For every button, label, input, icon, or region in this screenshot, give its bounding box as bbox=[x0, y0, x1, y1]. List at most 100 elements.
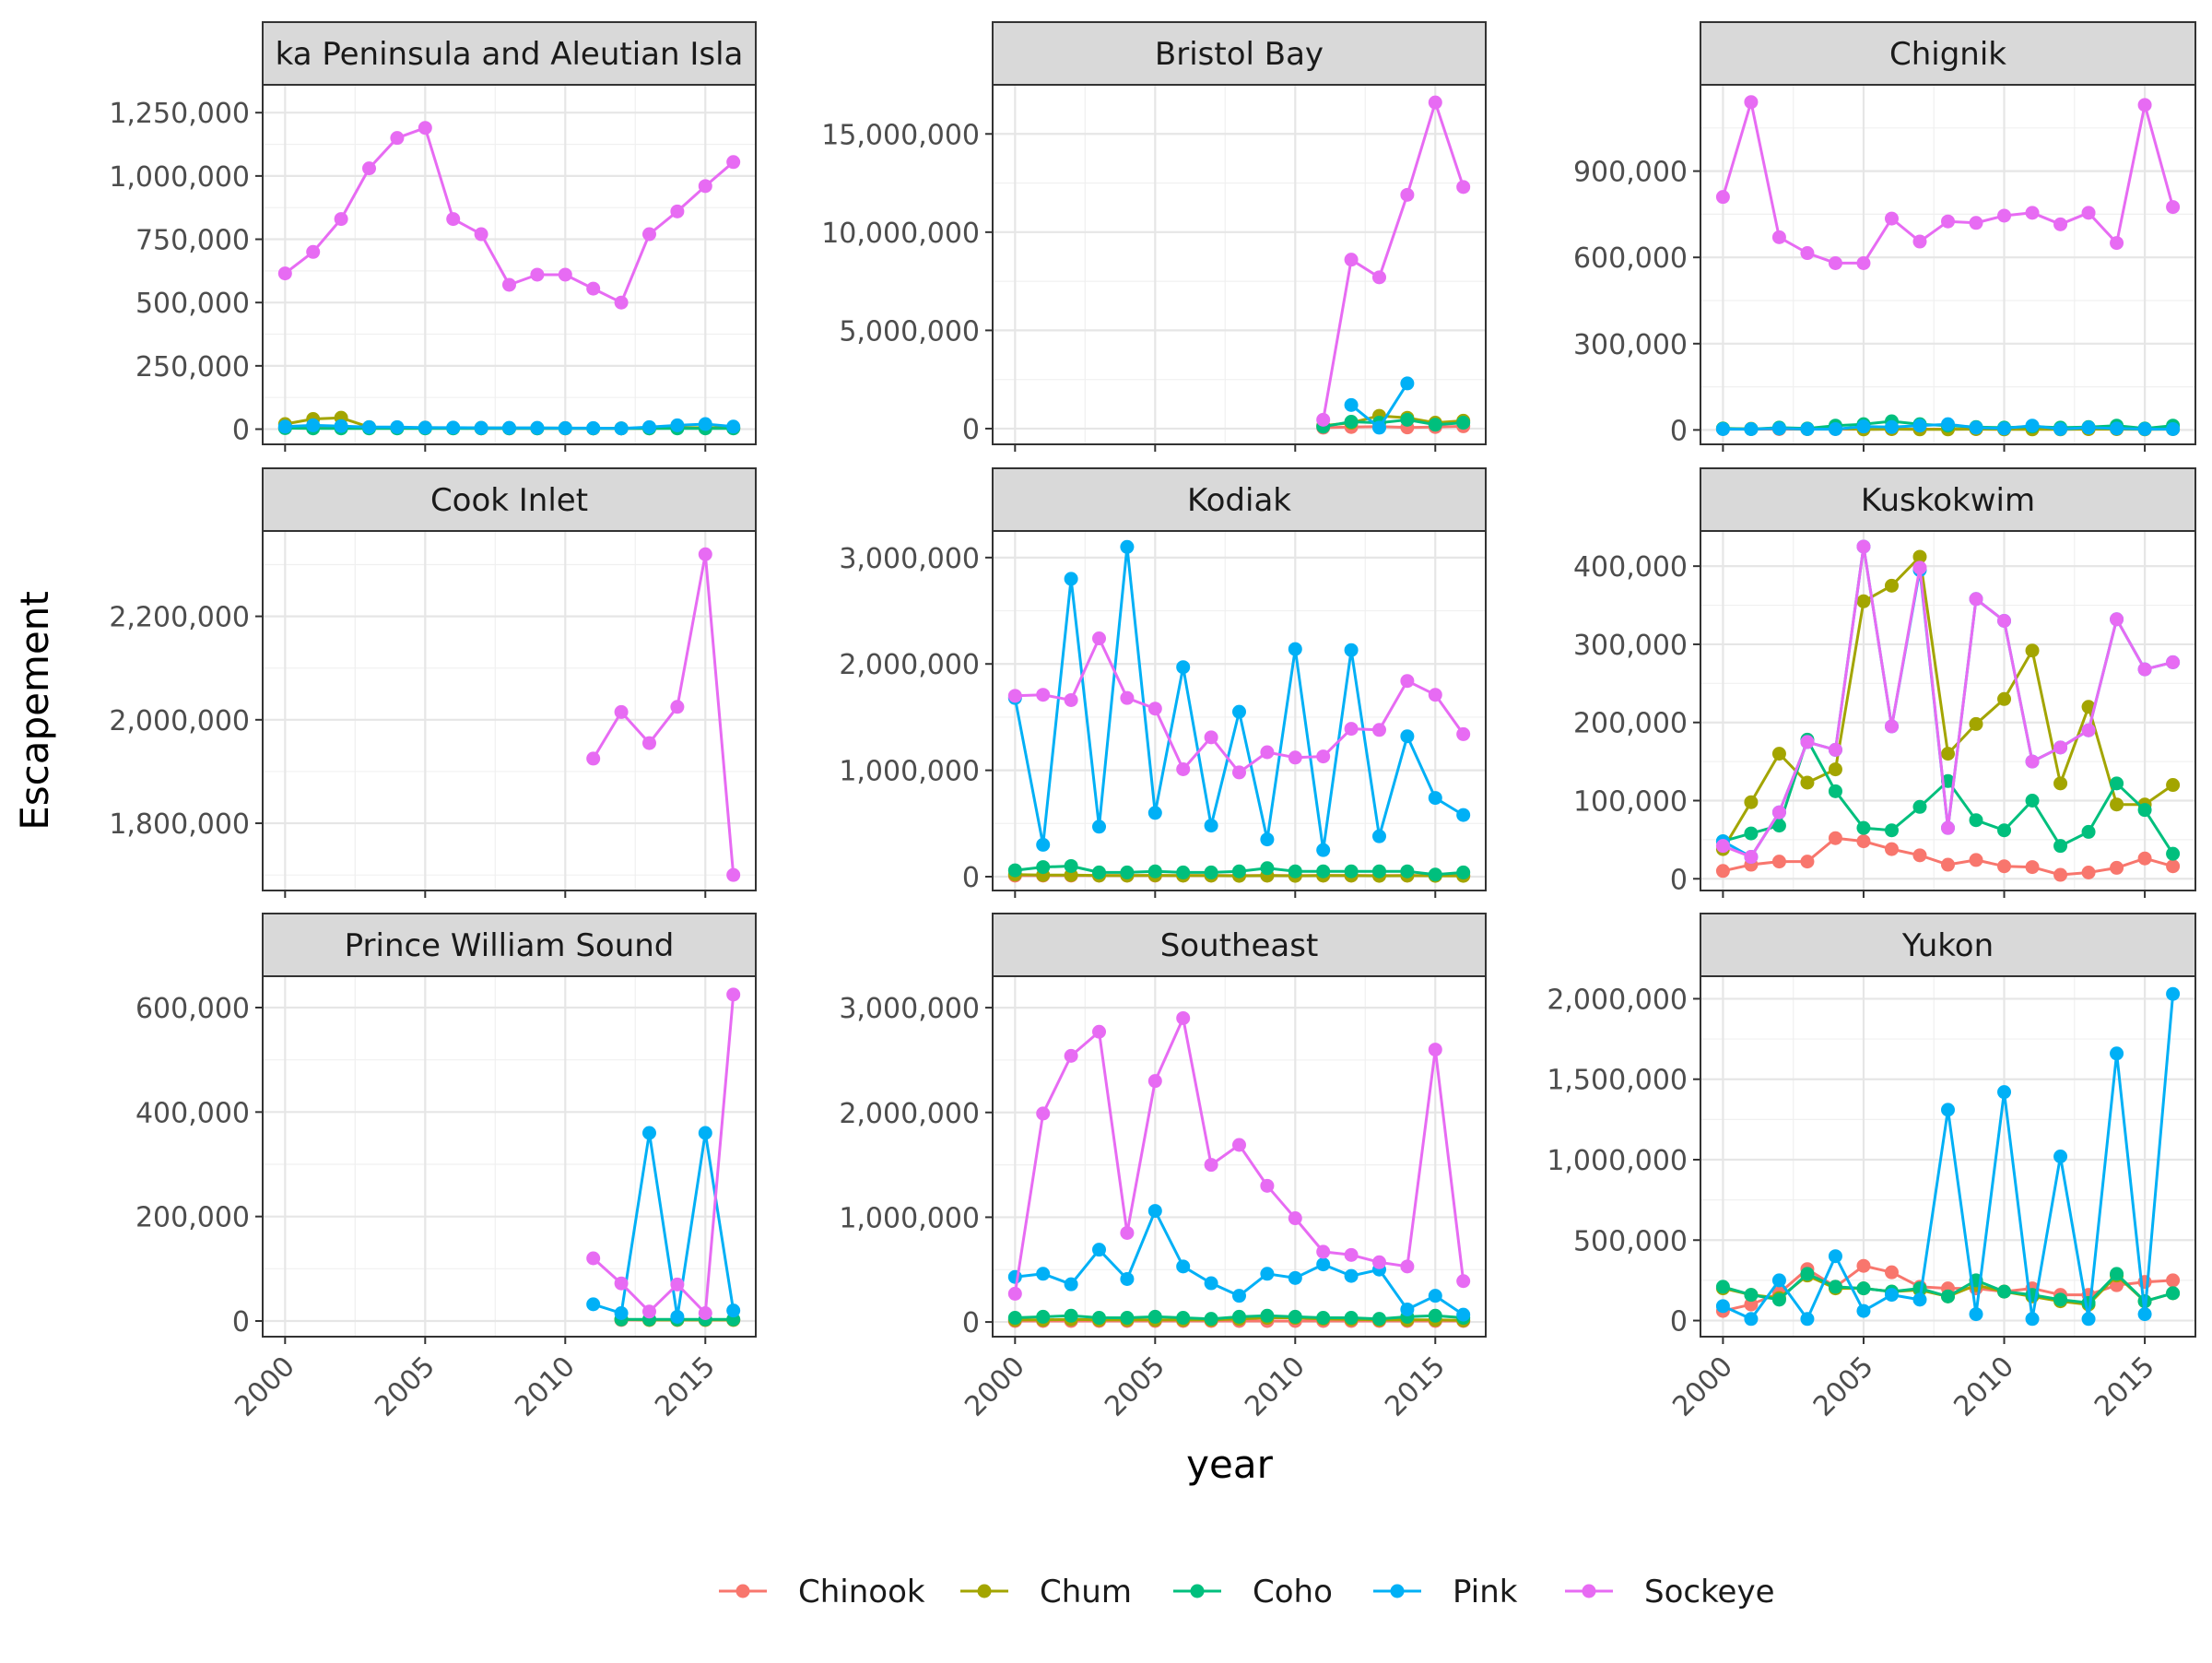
y-tick-label: 1,000,000 bbox=[839, 756, 980, 788]
y-tick-label: 2,000,000 bbox=[1547, 984, 1688, 1016]
y-tick-label: 250,000 bbox=[135, 351, 250, 383]
data-point-sockeye bbox=[1456, 180, 1470, 194]
data-point-pink bbox=[2082, 1312, 2096, 1326]
data-point-sockeye bbox=[1036, 688, 1050, 702]
data-point-coho bbox=[1036, 860, 1050, 874]
legend-item-chum: Chum bbox=[960, 1574, 1132, 1610]
data-point-pink bbox=[1800, 1312, 1814, 1326]
data-point-sockeye bbox=[1316, 1244, 1330, 1258]
data-point-pink bbox=[1288, 643, 1302, 656]
data-point-coho bbox=[1829, 784, 1842, 798]
data-point-coho bbox=[1008, 1311, 1022, 1325]
x-tick-label: 2015 bbox=[649, 1350, 722, 1423]
data-point-pink bbox=[699, 1126, 712, 1140]
data-point-pink bbox=[1372, 420, 1386, 434]
data-point-sockeye bbox=[1744, 850, 1758, 864]
data-point-chum bbox=[1856, 595, 1870, 608]
panel-title-group: Bristol Bay bbox=[1155, 36, 1324, 73]
data-point-coho bbox=[1092, 866, 1106, 879]
data-point-sockeye bbox=[1800, 735, 1814, 749]
data-point-coho bbox=[1744, 827, 1758, 841]
data-point-coho bbox=[1941, 1290, 1955, 1303]
data-point-coho bbox=[1288, 865, 1302, 879]
y-tick-label: 2,200,000 bbox=[109, 602, 250, 634]
data-point-pink bbox=[2110, 1046, 2124, 1060]
data-point-sockeye bbox=[1744, 95, 1758, 109]
data-point-sockeye bbox=[1456, 1274, 1470, 1288]
data-point-chinook bbox=[2166, 859, 2180, 873]
data-point-coho bbox=[1970, 813, 1983, 827]
panel-title: Chignik bbox=[1889, 36, 2006, 73]
data-point-coho bbox=[1065, 859, 1078, 873]
data-point-pink bbox=[1429, 791, 1442, 805]
y-tick-label: 0 bbox=[232, 415, 250, 447]
data-point-pink bbox=[1148, 1204, 1162, 1218]
y-tick-label: 1,000,000 bbox=[109, 161, 250, 194]
data-point-sockeye bbox=[1345, 253, 1359, 266]
data-point-sockeye bbox=[615, 705, 629, 719]
data-point-sockeye bbox=[1997, 614, 2011, 628]
data-point-sockeye bbox=[670, 205, 684, 218]
data-point-coho bbox=[1912, 800, 1926, 814]
data-point-sockeye bbox=[1856, 256, 1870, 270]
data-point-chinook bbox=[1970, 853, 1983, 867]
data-point-sockeye bbox=[559, 267, 572, 281]
panel-yukon: Yukon0500,0001,000,0001,500,0002,000,000… bbox=[1547, 914, 2195, 1423]
data-point-sockeye bbox=[642, 228, 656, 242]
data-point-pink bbox=[1716, 422, 1730, 436]
y-tick-label: 1,000,000 bbox=[839, 1202, 980, 1234]
data-point-pink bbox=[2110, 421, 2124, 435]
data-point-sockeye bbox=[1941, 215, 1955, 229]
data-point-chinook bbox=[1912, 848, 1926, 862]
data-point-sockeye bbox=[2138, 98, 2152, 112]
data-point-pink bbox=[1456, 808, 1470, 822]
data-point-pink bbox=[1092, 1243, 1106, 1256]
data-point-coho bbox=[1232, 1310, 1246, 1324]
data-point-pink bbox=[475, 421, 488, 435]
data-point-pink bbox=[2026, 1312, 2040, 1326]
data-point-coho bbox=[1800, 1267, 1814, 1280]
data-point-sockeye bbox=[1345, 1248, 1359, 1262]
data-point-sockeye bbox=[1065, 693, 1078, 707]
data-point-sockeye bbox=[1400, 674, 1414, 688]
data-point-sockeye bbox=[1372, 270, 1386, 284]
data-point-sockeye bbox=[1205, 1158, 1218, 1172]
data-point-sockeye bbox=[475, 228, 488, 242]
data-point-sockeye bbox=[1912, 560, 1926, 574]
data-point-sockeye bbox=[1092, 1025, 1106, 1039]
data-point-sockeye bbox=[2026, 206, 2040, 219]
data-point-chinook bbox=[1716, 864, 1730, 878]
x-tick-label: 2010 bbox=[1947, 1350, 2020, 1423]
y-tick-label: 200,000 bbox=[1573, 708, 1688, 740]
panel-title-group: Chignik bbox=[1889, 36, 2006, 73]
data-point-sockeye bbox=[2082, 724, 2096, 737]
data-point-pink bbox=[1970, 1307, 1983, 1321]
panel-title: Bristol Bay bbox=[1155, 36, 1324, 73]
data-point-pink bbox=[1429, 1289, 1442, 1303]
data-point-chinook bbox=[2138, 852, 2152, 866]
y-tick-label: 750,000 bbox=[135, 225, 250, 257]
data-point-coho bbox=[2138, 803, 2152, 817]
data-point-sockeye bbox=[2166, 655, 2180, 669]
data-point-sockeye bbox=[1372, 723, 1386, 737]
panel-title: Kuskokwim bbox=[1861, 482, 2035, 519]
data-point-sockeye bbox=[615, 1277, 629, 1291]
data-point-pink bbox=[1997, 1085, 2011, 1099]
data-point-sockeye bbox=[1316, 749, 1330, 763]
data-point-pink bbox=[2082, 420, 2096, 434]
data-point-chinook bbox=[1800, 855, 1814, 868]
data-point-sockeye bbox=[1345, 722, 1359, 736]
panel-title-group: Cook Inlet bbox=[430, 482, 588, 519]
y-tick-label: 5,000,000 bbox=[839, 315, 980, 348]
data-point-coho bbox=[1400, 413, 1414, 427]
data-point-pink bbox=[1456, 1308, 1470, 1322]
data-point-coho bbox=[1092, 1311, 1106, 1325]
data-point-sockeye bbox=[670, 1278, 684, 1291]
data-point-sockeye bbox=[1716, 839, 1730, 853]
data-point-coho bbox=[1316, 1311, 1330, 1325]
data-point-sockeye bbox=[1036, 1106, 1050, 1120]
